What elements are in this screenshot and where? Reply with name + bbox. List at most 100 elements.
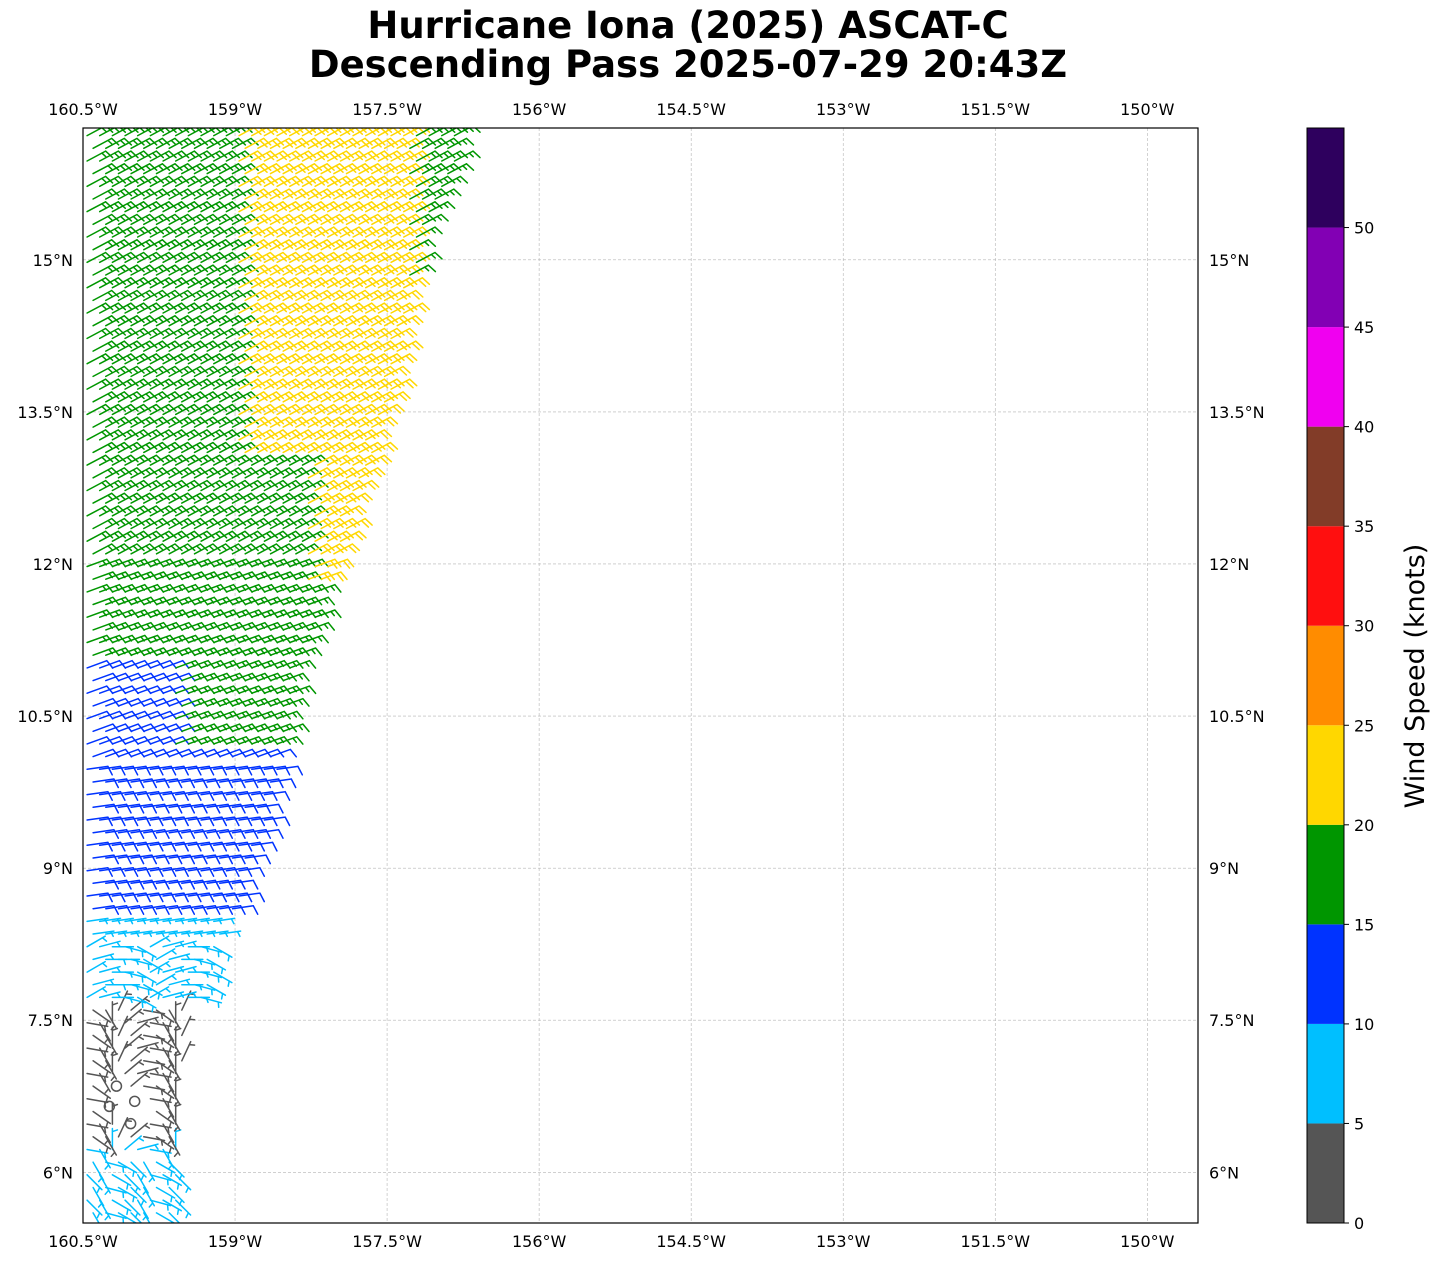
wind-barb <box>219 416 247 428</box>
wind-barb <box>231 239 259 251</box>
wind-barb <box>200 996 223 1009</box>
wind-barb <box>86 150 114 162</box>
wind-barb <box>155 948 177 961</box>
wind-barb <box>117 416 145 428</box>
wind-barb <box>213 378 241 390</box>
wind-barb <box>238 892 266 903</box>
wind-barb <box>136 505 165 517</box>
wind-barb <box>390 128 418 137</box>
wind-barb <box>307 188 335 200</box>
wind-barb <box>92 492 120 504</box>
wind-barb <box>269 213 297 226</box>
wind-barb <box>130 365 158 378</box>
wind-barb <box>345 365 373 378</box>
colorbar-tick-label: 40 <box>1354 418 1374 437</box>
wind-barb <box>238 378 266 390</box>
wind-barb <box>174 530 203 542</box>
wind-barb <box>231 391 259 403</box>
wind-barb <box>111 505 139 517</box>
wind-barb <box>365 128 393 137</box>
wind-barb <box>136 1067 159 1075</box>
wind-barb <box>117 163 145 175</box>
wind-barb <box>231 137 259 150</box>
x-tick-label-bottom: 157.5°W <box>352 1232 422 1251</box>
wind-barb <box>155 1009 175 1027</box>
wind-barb <box>225 378 253 390</box>
wind-barb <box>269 492 297 504</box>
wind-barb <box>86 378 114 390</box>
wind-barb <box>143 543 171 555</box>
wind-barb <box>206 983 227 1000</box>
wind-barb <box>282 340 310 352</box>
wind-barb <box>168 264 196 276</box>
wind-barb <box>257 163 285 175</box>
wind-barb <box>257 828 284 839</box>
wind-barb <box>282 264 310 276</box>
wind-barb <box>206 264 234 276</box>
wind-barb <box>105 365 133 378</box>
wind-barb <box>307 391 335 403</box>
wind-barb <box>86 175 114 188</box>
wind-barb <box>327 201 355 213</box>
wind-barb <box>193 315 221 327</box>
wind-barb <box>86 454 114 466</box>
wind-barb <box>339 403 367 416</box>
wind-barb <box>149 429 177 441</box>
wind-barb <box>162 454 190 466</box>
wind-barb <box>238 530 266 542</box>
wind-barb <box>168 340 196 352</box>
wind-barb <box>383 391 411 403</box>
wind-barb <box>339 479 367 492</box>
wind-barb <box>130 1186 147 1206</box>
wind-barb <box>162 403 190 416</box>
wind-barb <box>105 163 133 175</box>
wind-barb <box>111 327 139 340</box>
wind-barb <box>86 251 114 264</box>
wind-barb <box>327 150 355 162</box>
wind-barb <box>92 239 120 251</box>
wind-barb <box>162 277 190 289</box>
wind-barb <box>143 239 171 251</box>
wind-barb <box>86 327 114 340</box>
wind-barb <box>263 277 291 289</box>
wind-barb <box>130 543 158 555</box>
wind-barb <box>307 365 335 378</box>
wind-barb <box>257 264 285 276</box>
wind-barb <box>219 340 247 352</box>
wind-barb <box>403 201 431 213</box>
wind-barb <box>421 188 449 200</box>
wind-barb <box>377 353 405 365</box>
wind-barb <box>238 201 266 213</box>
grid-lines <box>83 128 1198 1223</box>
wind-barb <box>434 137 462 150</box>
wind-barb <box>377 327 405 340</box>
wind-barb <box>371 340 399 352</box>
wind-barb <box>105 492 133 504</box>
wind-barb <box>333 213 361 226</box>
wind-barb <box>447 163 475 175</box>
wind-barb <box>117 315 145 327</box>
wind-barb <box>453 150 481 162</box>
wind-barb <box>289 530 317 542</box>
wind-barb <box>314 403 342 416</box>
wind-barb <box>187 403 215 416</box>
wind-barb <box>130 1122 151 1138</box>
wind-barb <box>238 128 266 137</box>
wind-barb <box>86 302 114 314</box>
wind-barb <box>130 416 158 428</box>
wind-barb <box>282 137 310 150</box>
wind-barb <box>92 1034 112 1052</box>
wind-barb <box>130 492 158 504</box>
wind-barb <box>111 302 139 314</box>
wind-barb <box>289 429 317 441</box>
wind-barb <box>352 128 380 137</box>
wind-barb <box>162 175 190 188</box>
wind-barb <box>187 327 215 340</box>
wind-barb <box>136 1016 159 1024</box>
wind-barb <box>181 289 209 302</box>
wind-barb <box>295 289 323 302</box>
wind-barb <box>269 778 297 789</box>
x-tick-label-top: 157.5°W <box>352 100 422 119</box>
wind-barb <box>130 289 158 302</box>
wind-barb <box>339 378 367 390</box>
